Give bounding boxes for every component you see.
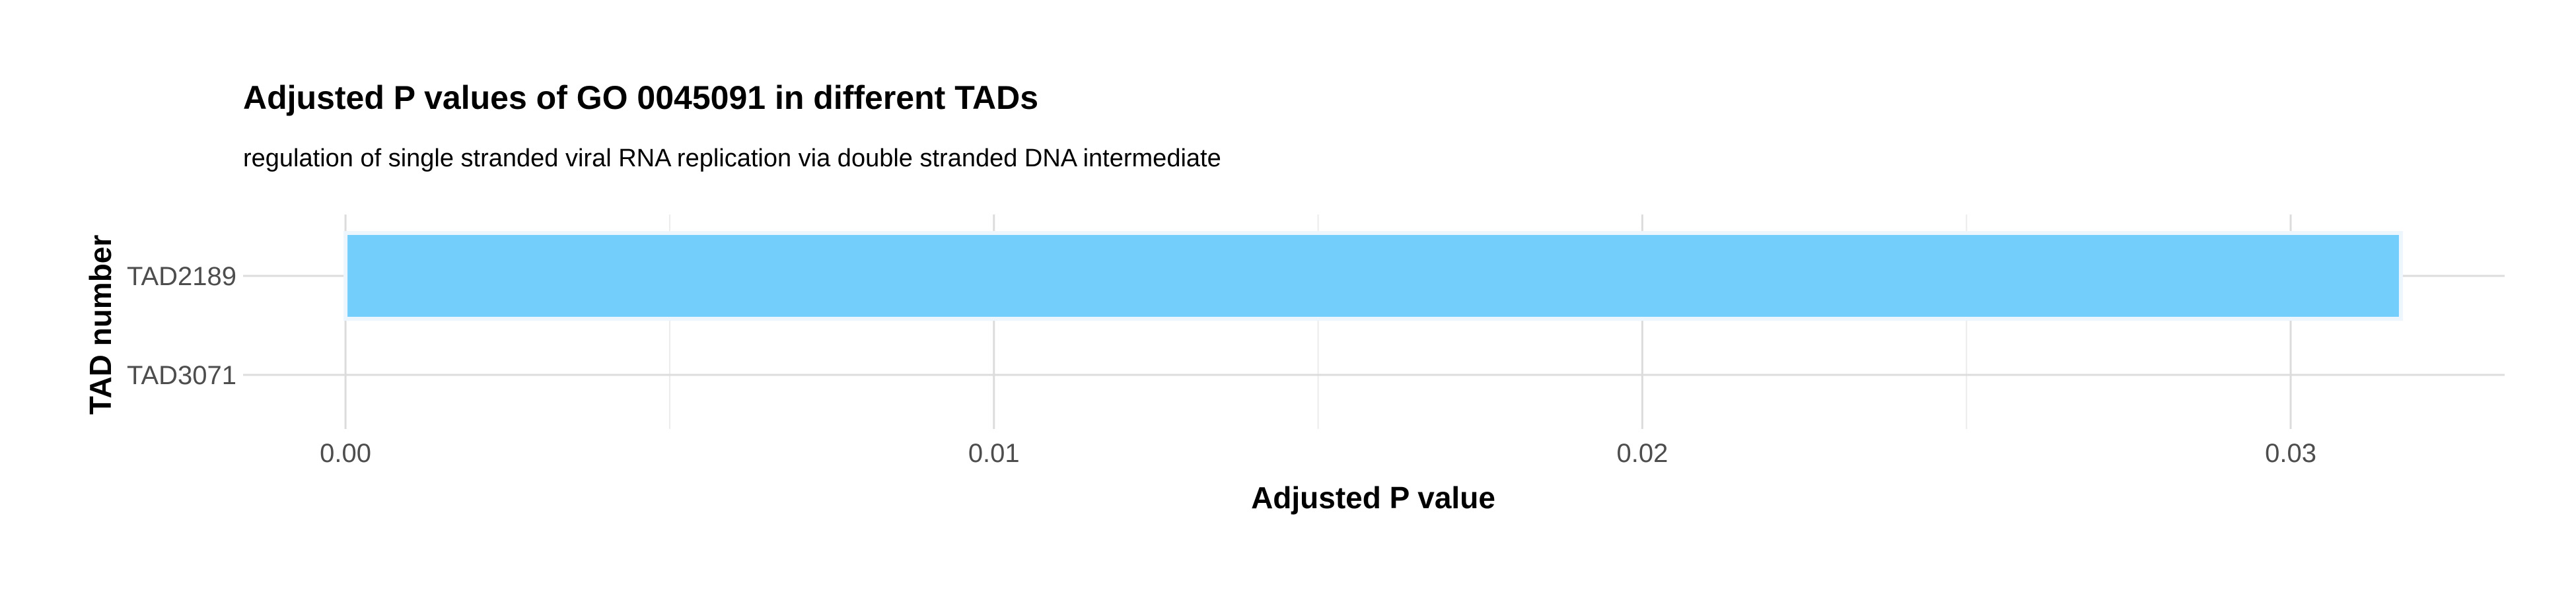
- bar-tad2189: [343, 231, 2403, 321]
- x-tick-labels: 0.00 0.01 0.02 0.03: [320, 439, 2316, 468]
- bars: [343, 231, 2403, 321]
- x-tick-label: 0.02: [1616, 439, 1668, 468]
- y-axis-title: TAD number: [83, 235, 118, 415]
- y-tick-labels: TAD2189 TAD3071: [127, 262, 236, 390]
- chart-title: Adjusted P values of GO 0045091 in diffe…: [243, 79, 1038, 116]
- y-tick-label: TAD2189: [127, 262, 236, 291]
- x-axis-title: Adjusted P value: [1251, 480, 1495, 515]
- x-tick-label: 0.01: [968, 439, 1020, 468]
- x-tick-label: 0.00: [320, 439, 371, 468]
- chart-subtitle: regulation of single stranded viral RNA …: [243, 145, 1221, 172]
- x-tick-label: 0.03: [2265, 439, 2316, 468]
- y-tick-label: TAD3071: [127, 361, 236, 390]
